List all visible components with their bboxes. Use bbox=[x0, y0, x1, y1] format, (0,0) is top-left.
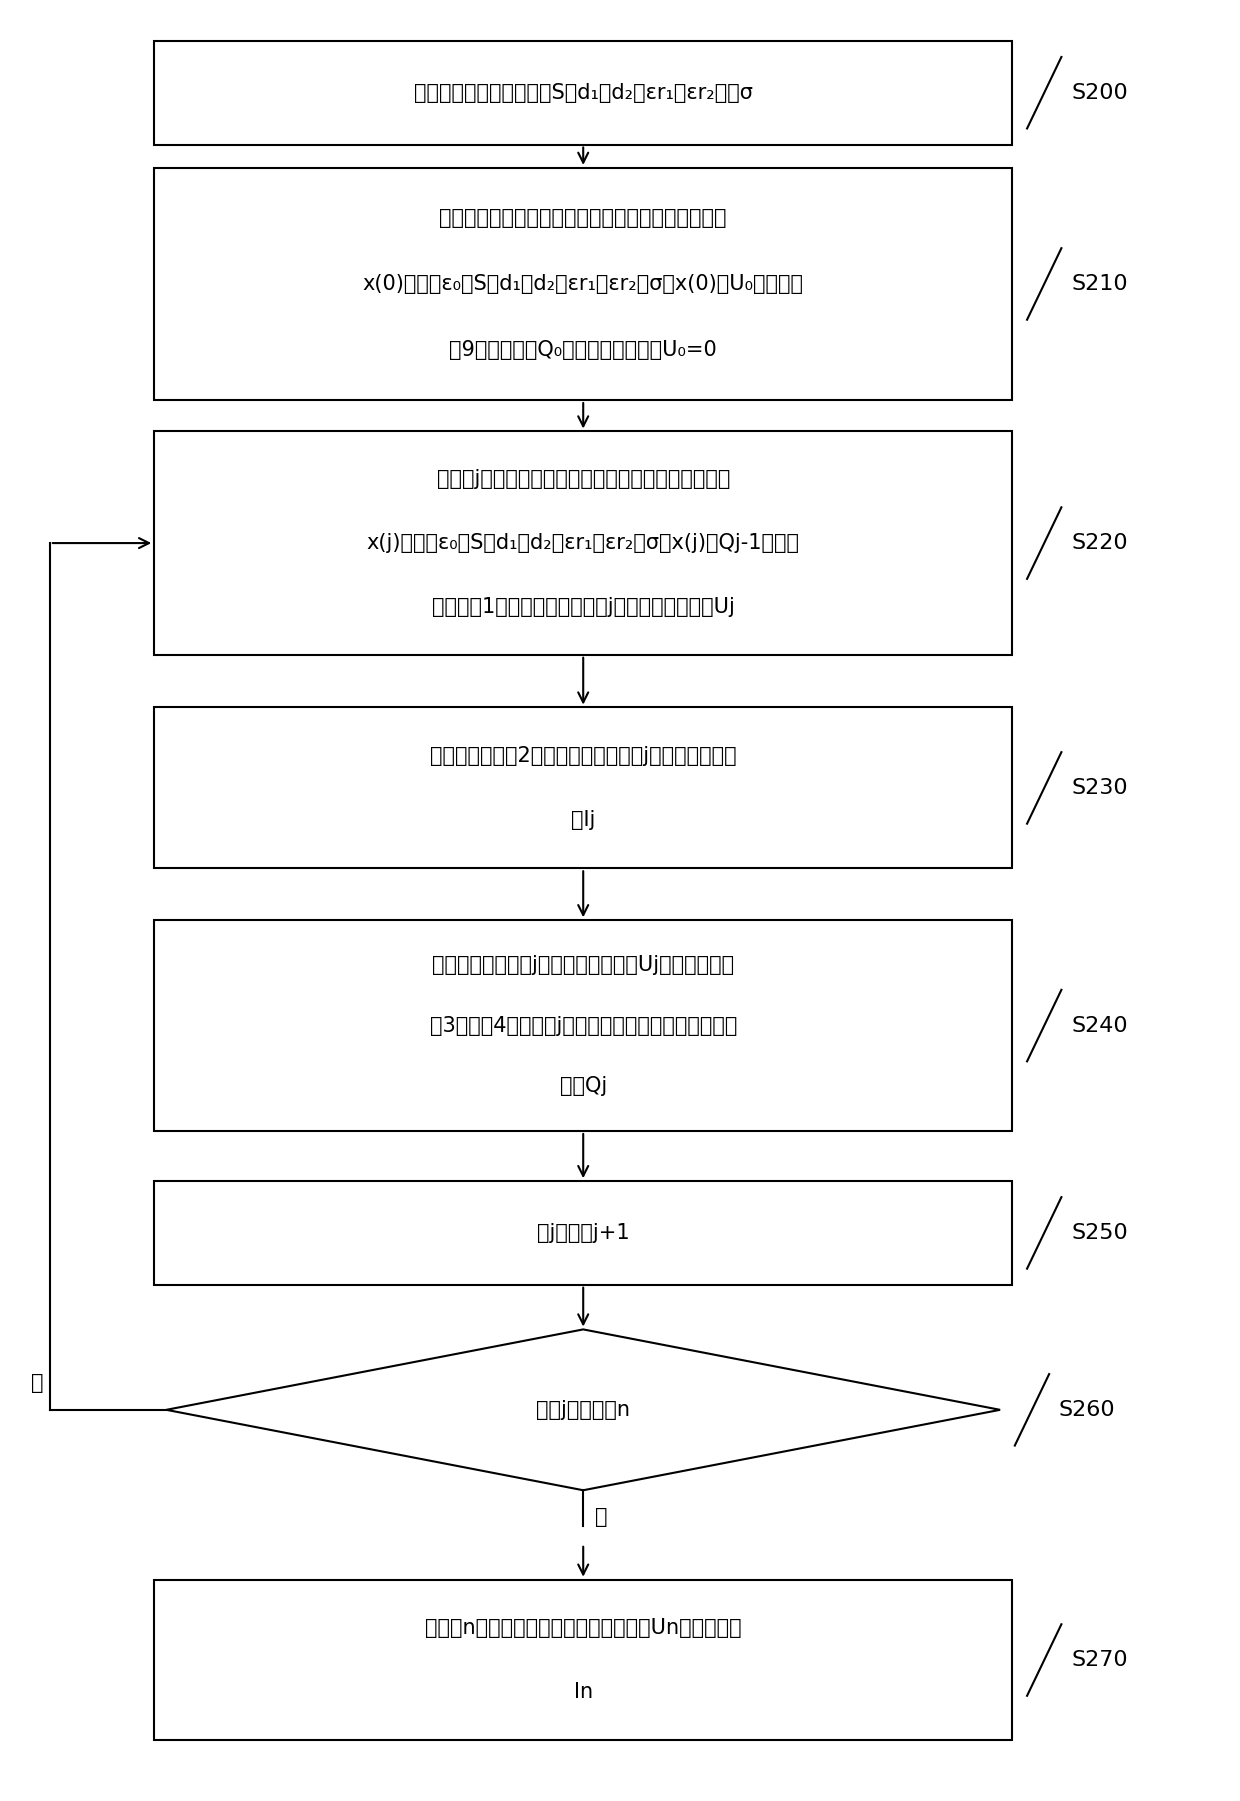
FancyBboxPatch shape bbox=[154, 41, 1012, 144]
Text: 利用如下公式（2）计算摩擦发电机第j个时刻的输出电: 利用如下公式（2）计算摩擦发电机第j个时刻的输出电 bbox=[430, 746, 737, 765]
Text: 将j赋值为j+1: 将j赋值为j+1 bbox=[537, 1223, 630, 1243]
Text: S220: S220 bbox=[1071, 533, 1128, 553]
FancyBboxPatch shape bbox=[154, 432, 1012, 656]
FancyBboxPatch shape bbox=[154, 167, 1012, 400]
Polygon shape bbox=[166, 1329, 1001, 1489]
Text: 获取摩擦发电机的参数：S、d₁、d₂，εr₁、εr₂以及σ: 获取摩擦发电机的参数：S、d₁、d₂，εr₁、εr₂以及σ bbox=[414, 83, 753, 103]
Text: S230: S230 bbox=[1071, 778, 1128, 798]
Text: 获取第j个时刻第一摩擦部件和第二摩擦部件之间距离: 获取第j个时刻第一摩擦部件和第二摩擦部件之间距离 bbox=[436, 470, 730, 490]
Text: S270: S270 bbox=[1071, 1650, 1128, 1670]
Text: （3）和（4）计算第j个时刻摩擦发电机上感应出的电: （3）和（4）计算第j个时刻摩擦发电机上感应出的电 bbox=[429, 1016, 737, 1036]
Text: S210: S210 bbox=[1071, 274, 1128, 294]
Text: x(j)，基于ε₀、S、d₁、d₂、εr₁、εr₂、σ、x(j)、Qj-1利用如: x(j)，基于ε₀、S、d₁、d₂、εr₁、εr₂、σ、x(j)、Qj-1利用如 bbox=[367, 533, 800, 553]
FancyBboxPatch shape bbox=[154, 1579, 1012, 1740]
FancyBboxPatch shape bbox=[154, 1181, 1012, 1284]
Text: 下公式（1）计算摩擦发电机第j个时刻的输出电压Uj: 下公式（1）计算摩擦发电机第j个时刻的输出电压Uj bbox=[432, 596, 734, 618]
Text: x(0)，基于ε₀、S、d₁、d₂、εr₁、εr₂、σ、x(0)、U₀利用公式: x(0)，基于ε₀、S、d₁、d₂、εr₁、εr₂、σ、x(0)、U₀利用公式 bbox=[363, 274, 804, 294]
Text: 输出第n个时刻的摩擦发电机的输出电压Un、输出电流: 输出第n个时刻的摩擦发电机的输出电压Un、输出电流 bbox=[425, 1617, 742, 1637]
Text: S200: S200 bbox=[1071, 83, 1128, 103]
Text: 荷量Qj: 荷量Qj bbox=[559, 1075, 606, 1095]
FancyBboxPatch shape bbox=[154, 920, 1012, 1131]
Text: In: In bbox=[574, 1682, 593, 1702]
Text: S260: S260 bbox=[1059, 1399, 1116, 1419]
Text: S240: S240 bbox=[1071, 1016, 1128, 1036]
Text: （9）计算得到Q₀，其中，初始时刻U₀=0: （9）计算得到Q₀，其中，初始时刻U₀=0 bbox=[449, 340, 717, 360]
FancyBboxPatch shape bbox=[154, 708, 1012, 868]
Text: S250: S250 bbox=[1071, 1223, 1128, 1243]
Text: 否: 否 bbox=[31, 1372, 43, 1392]
Text: 流Ij: 流Ij bbox=[572, 810, 595, 830]
Text: 判断j是否等于n: 判断j是否等于n bbox=[536, 1399, 630, 1419]
Text: 是: 是 bbox=[595, 1507, 608, 1527]
Text: 基于摩擦发电机第j个时刻的输出电压Uj利用如下公式: 基于摩擦发电机第j个时刻的输出电压Uj利用如下公式 bbox=[433, 955, 734, 976]
Text: 获取初始时刻第一摩擦部件和第二摩擦部件之间距离: 获取初始时刻第一摩擦部件和第二摩擦部件之间距离 bbox=[439, 207, 727, 227]
